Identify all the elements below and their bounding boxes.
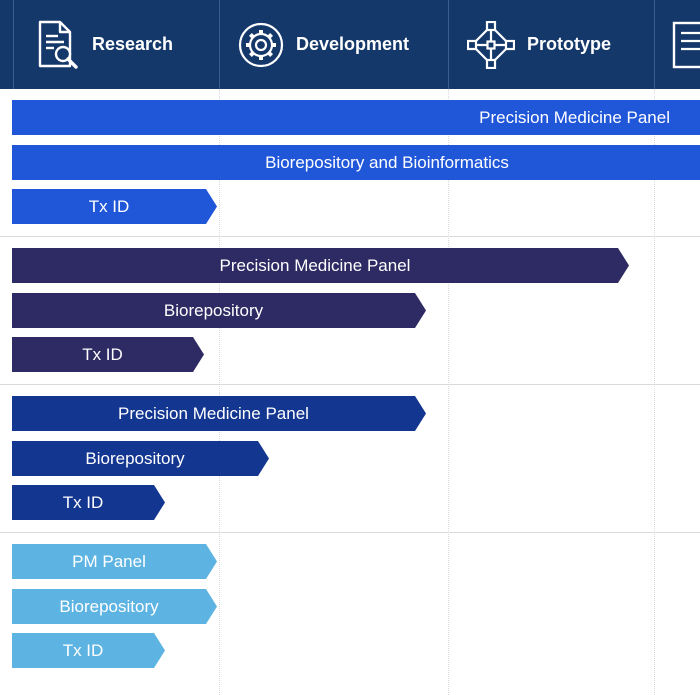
gear-icon	[238, 22, 284, 67]
bar-label: Tx ID	[88, 196, 130, 216]
grid-line	[219, 89, 220, 695]
header-divider	[448, 0, 449, 89]
group-divider	[0, 236, 700, 237]
header-divider	[13, 0, 14, 89]
stage-label: Prototype	[527, 34, 612, 54]
stage-prototype: Prototype	[467, 0, 611, 89]
bar-label: Biorepository	[59, 596, 159, 616]
timeline-bar: Precision Medicine Panel	[12, 248, 629, 283]
group-divider	[0, 384, 700, 385]
group-divider	[0, 532, 700, 533]
timeline-bar: Tx ID	[12, 189, 217, 224]
bar-label: Precision Medicine Panel	[118, 403, 309, 423]
stage-label: Research	[92, 34, 174, 54]
timeline-bar: Tx ID	[12, 633, 165, 668]
bar-label: Precision Medicine Panel	[479, 107, 670, 127]
stage-label: Development	[296, 34, 410, 54]
header-divider	[654, 0, 655, 89]
timeline-bar: Biorepository	[12, 293, 426, 328]
bar-label: Biorepository	[85, 448, 185, 468]
timeline-bar: Tx ID	[12, 485, 165, 520]
bar-label: Precision Medicine Panel	[219, 255, 411, 275]
stage-development: Development	[238, 0, 409, 89]
bar-label: Tx ID	[62, 492, 104, 512]
network-diamond-icon	[467, 20, 515, 69]
bar-label: Biorepository and Bioinformatics	[265, 152, 509, 172]
timeline-bar: Tx ID	[12, 337, 204, 372]
document-search-icon	[38, 20, 78, 69]
timeline-bar: Biorepository	[12, 589, 217, 624]
bar-label: PM Panel	[72, 551, 146, 571]
bar-label: Biorepository	[163, 300, 264, 320]
timeline-bar: Precision Medicine Panel	[12, 100, 700, 135]
stage-fourth	[671, 0, 700, 89]
document-icon	[672, 21, 700, 68]
header-divider	[219, 0, 220, 89]
timeline-bar: Biorepository and Bioinformatics	[12, 145, 700, 180]
timeline-bar: Biorepository	[12, 441, 269, 476]
grid-line	[654, 89, 655, 695]
grid-line	[448, 89, 449, 695]
bar-label: Tx ID	[82, 344, 123, 364]
stage-header: Research Development	[0, 0, 700, 89]
timeline-bar: PM Panel	[12, 544, 217, 579]
stage-research: Research	[36, 0, 173, 89]
timeline-bar: Precision Medicine Panel	[12, 396, 426, 431]
bar-label: Tx ID	[62, 640, 104, 660]
